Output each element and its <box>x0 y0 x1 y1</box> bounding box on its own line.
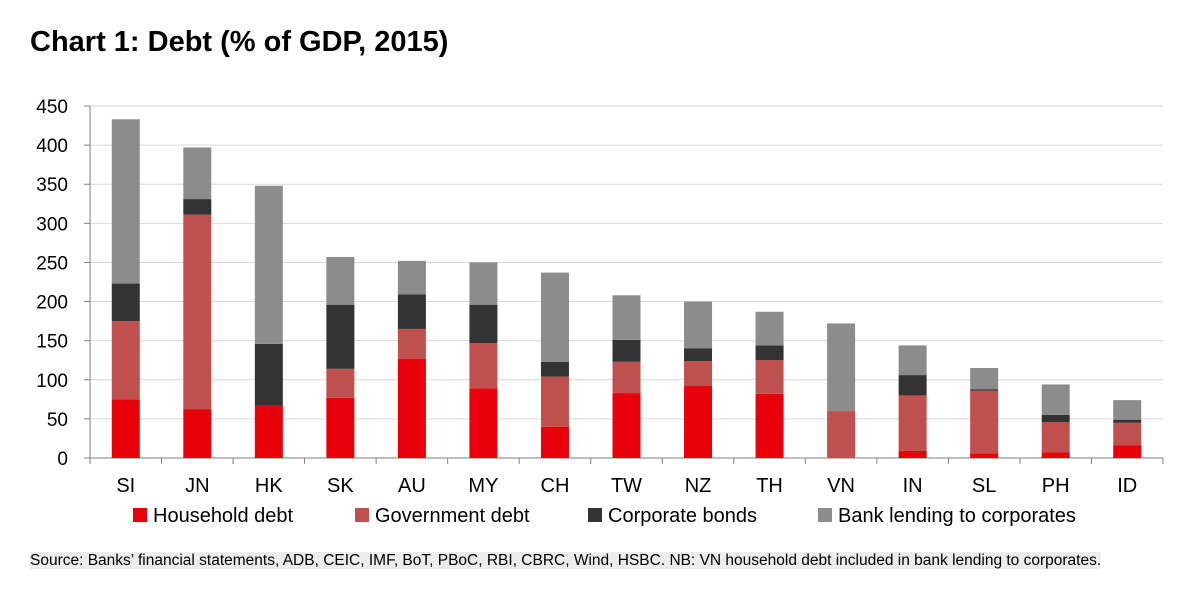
x-tick-label: HK <box>255 475 283 497</box>
bar-household-debt-sk <box>326 397 355 458</box>
bar-government-debt-tw <box>612 361 641 394</box>
bar-government-debt-in <box>898 395 927 451</box>
bar-bank-lending-to-corporates-in <box>898 345 927 376</box>
x-tick-label: AU <box>398 475 426 497</box>
source-text: Source: Banks’ financial statements, ADB… <box>30 552 1102 569</box>
bar-household-debt-hk <box>254 405 283 458</box>
x-tick-label: TH <box>756 475 783 497</box>
y-tick-label: 0 <box>57 449 68 470</box>
bar-corporate-bonds-ph <box>1041 414 1070 423</box>
y-tick-label: 50 <box>47 410 68 431</box>
bar-household-debt-si <box>111 399 140 458</box>
bar-bank-lending-to-corporates-ph <box>1041 384 1070 415</box>
bar-bank-lending-to-corporates-tw <box>612 295 641 340</box>
bar-corporate-bonds-au <box>397 294 426 329</box>
bar-bank-lending-to-corporates-au <box>397 260 426 295</box>
bar-household-debt-jn <box>183 409 212 458</box>
y-tick-label: 450 <box>36 97 68 118</box>
bar-government-debt-nz <box>684 361 713 387</box>
bar-bank-lending-to-corporates-sk <box>326 256 355 305</box>
bar-corporate-bonds-sl <box>970 389 999 391</box>
bar-corporate-bonds-in <box>898 375 927 396</box>
bar-household-debt-sl <box>970 453 999 458</box>
bar-corporate-bonds-sk <box>326 304 355 369</box>
bar-household-debt-th <box>755 393 784 458</box>
bar-household-debt-tw <box>612 393 641 458</box>
y-tick-label: 300 <box>36 214 68 235</box>
bar-household-debt-ph <box>1041 452 1070 458</box>
legend-swatch-household-debt <box>133 508 147 522</box>
bar-government-debt-sl <box>970 390 999 454</box>
legend-label: Household debt <box>153 505 294 527</box>
bar-bank-lending-to-corporates-si <box>111 119 140 284</box>
bar-government-debt-ch <box>540 376 569 427</box>
x-tick-label: SI <box>116 475 135 497</box>
chart-title: Chart 1: Debt (% of GDP, 2015) <box>30 26 449 58</box>
bar-bank-lending-to-corporates-vn <box>827 323 856 412</box>
stacked-bar-chart: 0 50 100 150 200 250 300 350 400 450 SI JN HK SK AU MY C… <box>36 97 1164 527</box>
bar-household-debt-ch <box>540 426 569 458</box>
legend-swatch-corporate-bonds <box>588 508 602 522</box>
bar-government-debt-vn <box>827 411 856 458</box>
bar-bank-lending-to-corporates-nz <box>684 301 713 349</box>
bar-household-debt-au <box>397 358 426 458</box>
legend-swatch-government-debt <box>355 508 369 522</box>
bar-household-debt-id <box>1113 445 1142 458</box>
x-tick-label: SL <box>972 475 996 497</box>
x-tick-label: IN <box>903 475 923 497</box>
bar-government-debt-sk <box>326 368 355 398</box>
bar-bank-lending-to-corporates-ch <box>540 272 569 362</box>
legend-label: Corporate bonds <box>608 505 757 527</box>
bar-government-debt-my <box>469 343 498 389</box>
bar-bank-lending-to-corporates-id <box>1113 400 1142 420</box>
bar-government-debt-th <box>755 360 784 394</box>
legend-label: Bank lending to corporates <box>838 505 1076 527</box>
bar-corporate-bonds-si <box>111 283 140 322</box>
y-tick-label: 250 <box>36 253 68 274</box>
bar-corporate-bonds-jn <box>183 199 212 215</box>
bar-corporate-bonds-th <box>755 345 784 361</box>
bar-government-debt-si <box>111 321 140 400</box>
bar-corporate-bonds-tw <box>612 339 641 362</box>
bar-household-debt-nz <box>684 386 713 458</box>
bar-bank-lending-to-corporates-hk <box>254 185 283 344</box>
legend-swatch-bank-lending-to-corporates <box>818 508 832 522</box>
bar-corporate-bonds-my <box>469 304 498 344</box>
bar-corporate-bonds-hk <box>254 343 283 406</box>
y-tick-label: 100 <box>36 371 68 392</box>
bar-household-debt-in <box>898 450 927 458</box>
bar-corporate-bonds-ch <box>540 361 569 377</box>
bar-bank-lending-to-corporates-my <box>469 262 498 305</box>
bar-corporate-bonds-id <box>1113 419 1142 423</box>
y-tick-label: 150 <box>36 332 68 353</box>
bar-bank-lending-to-corporates-sl <box>970 368 999 390</box>
legend-label: Government debt <box>375 505 530 527</box>
x-tick-label: SK <box>327 475 354 497</box>
bar-government-debt-au <box>397 328 426 359</box>
bar-bank-lending-to-corporates-jn <box>183 147 212 200</box>
x-tick-label: MY <box>468 475 498 497</box>
source-note: Source: Banks’ financial statements, ADB… <box>30 550 1130 572</box>
bar-government-debt-jn <box>183 214 212 410</box>
y-tick-label: 400 <box>36 136 68 157</box>
bar-bank-lending-to-corporates-th <box>755 311 784 346</box>
x-tick-label: JN <box>185 475 209 497</box>
x-tick-label: CH <box>541 475 570 497</box>
y-tick-label: 350 <box>36 175 68 196</box>
bar-corporate-bonds-nz <box>684 348 713 362</box>
x-tick-label: ID <box>1117 475 1137 497</box>
x-tick-label: NZ <box>685 475 712 497</box>
bar-household-debt-my <box>469 388 498 458</box>
x-tick-label: TW <box>611 475 642 497</box>
x-tick-label: PH <box>1042 475 1070 497</box>
x-tick-label: VN <box>827 475 855 497</box>
bar-government-debt-ph <box>1041 422 1070 453</box>
y-tick-label: 200 <box>36 293 68 314</box>
bar-government-debt-id <box>1113 422 1142 446</box>
